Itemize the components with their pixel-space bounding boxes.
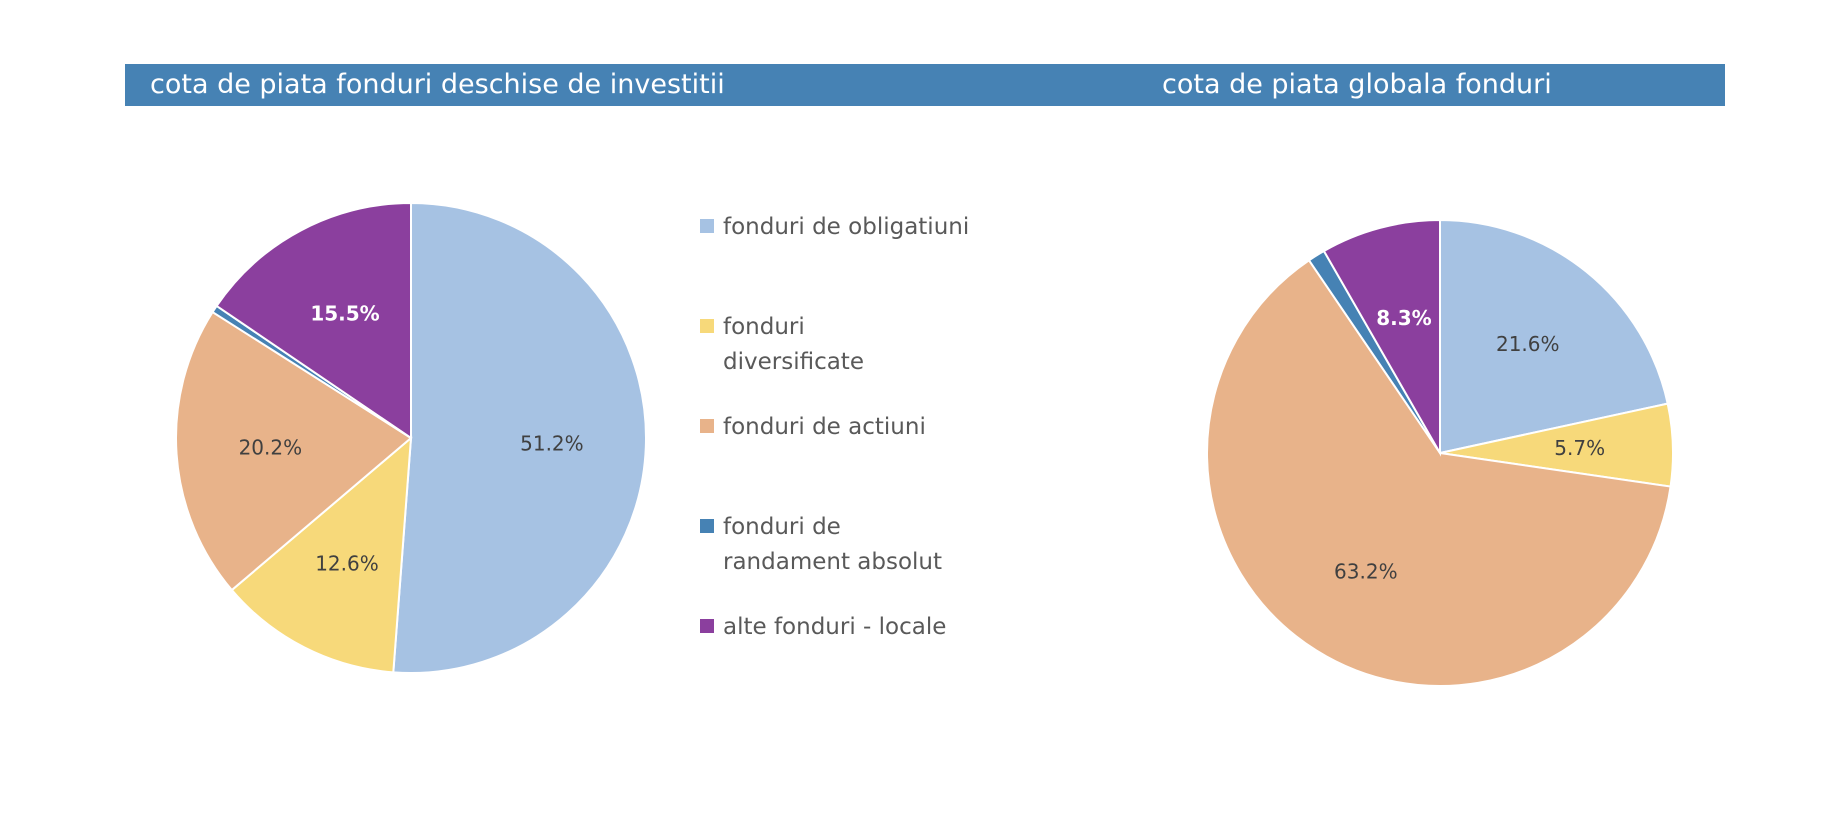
pie-chart-right: 21.6% 5.7% 63.2% 8.3% bbox=[1206, 218, 1674, 687]
legend-item-obligatiuni: fonduri de obligatiuni bbox=[700, 210, 980, 310]
chart-title-right: cota de piata globala fonduri bbox=[1162, 69, 1552, 100]
pie-slice-alte-fonduri-locale bbox=[215, 201, 412, 440]
legend-item-randament-absolut: fonduri de randament absolut bbox=[700, 510, 980, 610]
data-label: 21.6% bbox=[1496, 332, 1560, 356]
legend-label: alte fonduri - locale bbox=[723, 614, 947, 640]
data-label: 51.2% bbox=[520, 431, 584, 455]
pie-chart-left: 51.2% 12.6% 20.2% 15.5% bbox=[175, 201, 647, 674]
legend-swatch bbox=[700, 319, 714, 333]
chart-title-left: cota de piata fonduri deschise de invest… bbox=[150, 69, 725, 100]
pie-slice-alte-fonduri-locale bbox=[1322, 218, 1441, 457]
legend-label: fonduri de randament absolut bbox=[723, 514, 943, 575]
legend-item-diversificate: fonduri diversificate bbox=[700, 310, 980, 410]
data-label: 12.6% bbox=[315, 552, 379, 576]
legend-swatch bbox=[700, 519, 714, 533]
data-label: 15.5% bbox=[310, 301, 379, 325]
legend-item-alte: alte fonduri - locale bbox=[700, 610, 980, 660]
legend-swatch bbox=[700, 419, 714, 433]
legend-label: fonduri de actiuni bbox=[723, 414, 926, 440]
pie-slice-fonduri-de-actiuni bbox=[175, 310, 413, 592]
legend-swatch bbox=[700, 619, 714, 633]
data-label: 5.7% bbox=[1554, 436, 1605, 460]
pie-slice-fonduri-de-actiuni bbox=[1206, 258, 1672, 687]
pie-slice-fonduri-diversificate bbox=[230, 435, 413, 674]
title-bar bbox=[125, 64, 1725, 106]
legend-label: fonduri de obligatiuni bbox=[723, 214, 970, 240]
data-label: 63.2% bbox=[1334, 560, 1398, 584]
data-label: 20.2% bbox=[239, 436, 303, 460]
data-label: 8.3% bbox=[1376, 306, 1431, 330]
legend-item-actiuni: fonduri de actiuni bbox=[700, 410, 980, 510]
legend-swatch bbox=[700, 219, 714, 233]
pie-slice-fonduri-de-obligatiuni bbox=[1439, 218, 1669, 455]
legend: fonduri de obligatiuni fonduri diversifi… bbox=[700, 210, 980, 660]
pie-slice-fonduri-de-obligatiuni bbox=[392, 201, 647, 674]
legend-label: fonduri diversificate bbox=[723, 314, 864, 375]
